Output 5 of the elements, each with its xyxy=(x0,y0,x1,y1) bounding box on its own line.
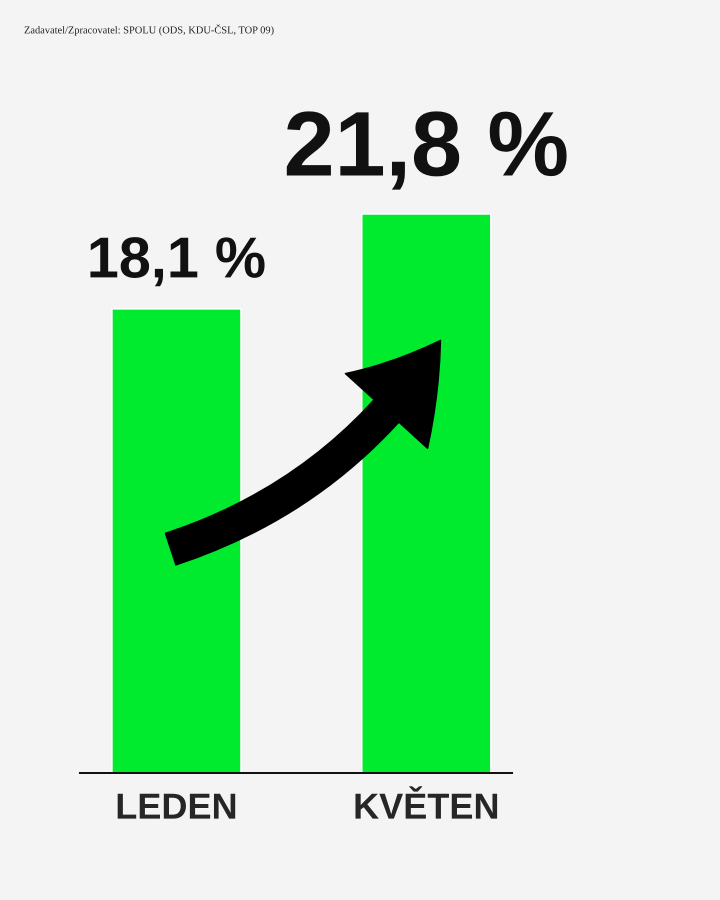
data-label: 18,1 % xyxy=(90,237,265,286)
x-tick-label: LEDEN xyxy=(118,794,236,819)
text: Zadavatel/Zpracovatel: SPOLU (ODS, KDU-ČSL, TOP 09) xyxy=(24,24,274,36)
x-tick-label: KVĚTEN xyxy=(355,786,498,819)
data-label: 21,8 % xyxy=(286,111,567,190)
